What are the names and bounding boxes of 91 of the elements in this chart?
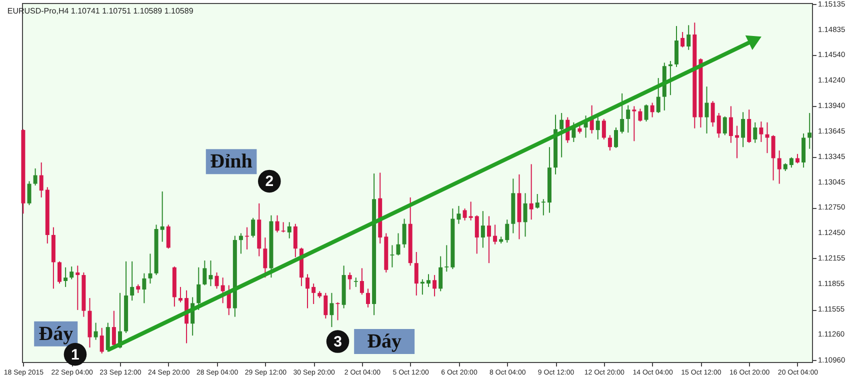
candlestick bbox=[638, 108, 642, 122]
candlestick bbox=[808, 112, 812, 150]
candlestick bbox=[324, 292, 328, 320]
candlestick bbox=[438, 256, 443, 292]
candlestick bbox=[680, 31, 685, 48]
candlestick bbox=[529, 164, 534, 220]
candlestick bbox=[541, 198, 546, 216]
candlestick bbox=[432, 274, 437, 297]
candlestick bbox=[58, 260, 62, 284]
candlestick bbox=[716, 112, 721, 138]
annotation: 3 bbox=[334, 334, 342, 351]
annotation: 1 bbox=[71, 346, 80, 364]
candlestick bbox=[160, 190, 164, 242]
candlestick bbox=[505, 219, 510, 244]
candlestick bbox=[734, 125, 739, 159]
candlestick bbox=[330, 292, 334, 328]
candlestick bbox=[214, 272, 219, 290]
candlestick bbox=[390, 244, 394, 268]
candlestick bbox=[281, 222, 286, 233]
candlestick bbox=[414, 252, 418, 296]
candlestick bbox=[354, 277, 358, 288]
candlestick bbox=[560, 112, 564, 158]
candlestick bbox=[426, 274, 430, 288]
candlestick bbox=[456, 205, 461, 224]
candlestick bbox=[771, 134, 776, 181]
candlestick bbox=[130, 260, 134, 302]
candlestick bbox=[366, 288, 370, 308]
candlestick bbox=[608, 134, 612, 152]
candlestick bbox=[474, 214, 479, 254]
candlestick bbox=[220, 277, 225, 304]
candlestick bbox=[238, 232, 243, 254]
candlestick bbox=[287, 222, 292, 239]
candlestick bbox=[795, 153, 800, 164]
candlestick bbox=[674, 26, 678, 68]
candlestick bbox=[596, 116, 600, 140]
candlestick bbox=[620, 92, 624, 134]
candlestick bbox=[142, 272, 146, 304]
candlestick bbox=[76, 265, 80, 310]
candlestick bbox=[535, 194, 540, 210]
candlestick bbox=[523, 192, 528, 238]
candlestick bbox=[70, 266, 74, 280]
candlestick bbox=[148, 253, 152, 284]
candlestick bbox=[33, 168, 38, 186]
candlestick bbox=[789, 156, 794, 168]
annotation: Đáy bbox=[38, 322, 74, 345]
candlestick bbox=[348, 272, 352, 290]
candlestick bbox=[480, 210, 485, 248]
candlestick bbox=[202, 260, 207, 286]
candlestick bbox=[741, 112, 746, 148]
candlestick bbox=[208, 260, 213, 287]
candlestick bbox=[468, 201, 473, 221]
candlestick bbox=[626, 104, 630, 134]
candlestick bbox=[656, 78, 660, 114]
annotation: 2 bbox=[265, 173, 274, 190]
candlestick bbox=[251, 217, 256, 238]
candlestick bbox=[312, 283, 316, 305]
candlestick bbox=[753, 122, 758, 144]
candlestick bbox=[336, 302, 340, 321]
candlestick bbox=[27, 180, 32, 206]
candlestick bbox=[39, 162, 44, 198]
candlestick bbox=[178, 286, 182, 303]
candlestick bbox=[402, 218, 406, 248]
candlestick bbox=[777, 150, 782, 184]
candlestick bbox=[759, 121, 764, 142]
candlestick bbox=[493, 224, 498, 245]
candlestick bbox=[722, 116, 727, 136]
candlestick bbox=[462, 208, 467, 221]
annotation: Đáy bbox=[367, 330, 402, 353]
candlestick bbox=[293, 223, 298, 258]
candlestick bbox=[650, 102, 654, 118]
candlestick bbox=[166, 224, 170, 250]
candlestick bbox=[686, 24, 691, 50]
candlestick bbox=[94, 322, 98, 340]
candlestick bbox=[275, 214, 280, 233]
candlestick bbox=[644, 104, 648, 122]
candlestick bbox=[747, 109, 752, 144]
annotation: Đỉnh bbox=[210, 150, 252, 173]
candlestick bbox=[106, 322, 110, 352]
candlestick bbox=[100, 327, 104, 354]
candlestick bbox=[263, 237, 268, 278]
candlestick bbox=[486, 216, 491, 264]
candlestick bbox=[632, 106, 636, 142]
candlestick bbox=[444, 244, 449, 272]
candlestick bbox=[306, 274, 310, 309]
candlestick bbox=[602, 118, 606, 140]
candlestick bbox=[196, 266, 201, 310]
candlestick bbox=[710, 100, 715, 128]
candlestick bbox=[360, 268, 364, 296]
candlestick bbox=[614, 127, 618, 148]
candlestick bbox=[64, 266, 68, 288]
candlestick bbox=[728, 106, 733, 144]
